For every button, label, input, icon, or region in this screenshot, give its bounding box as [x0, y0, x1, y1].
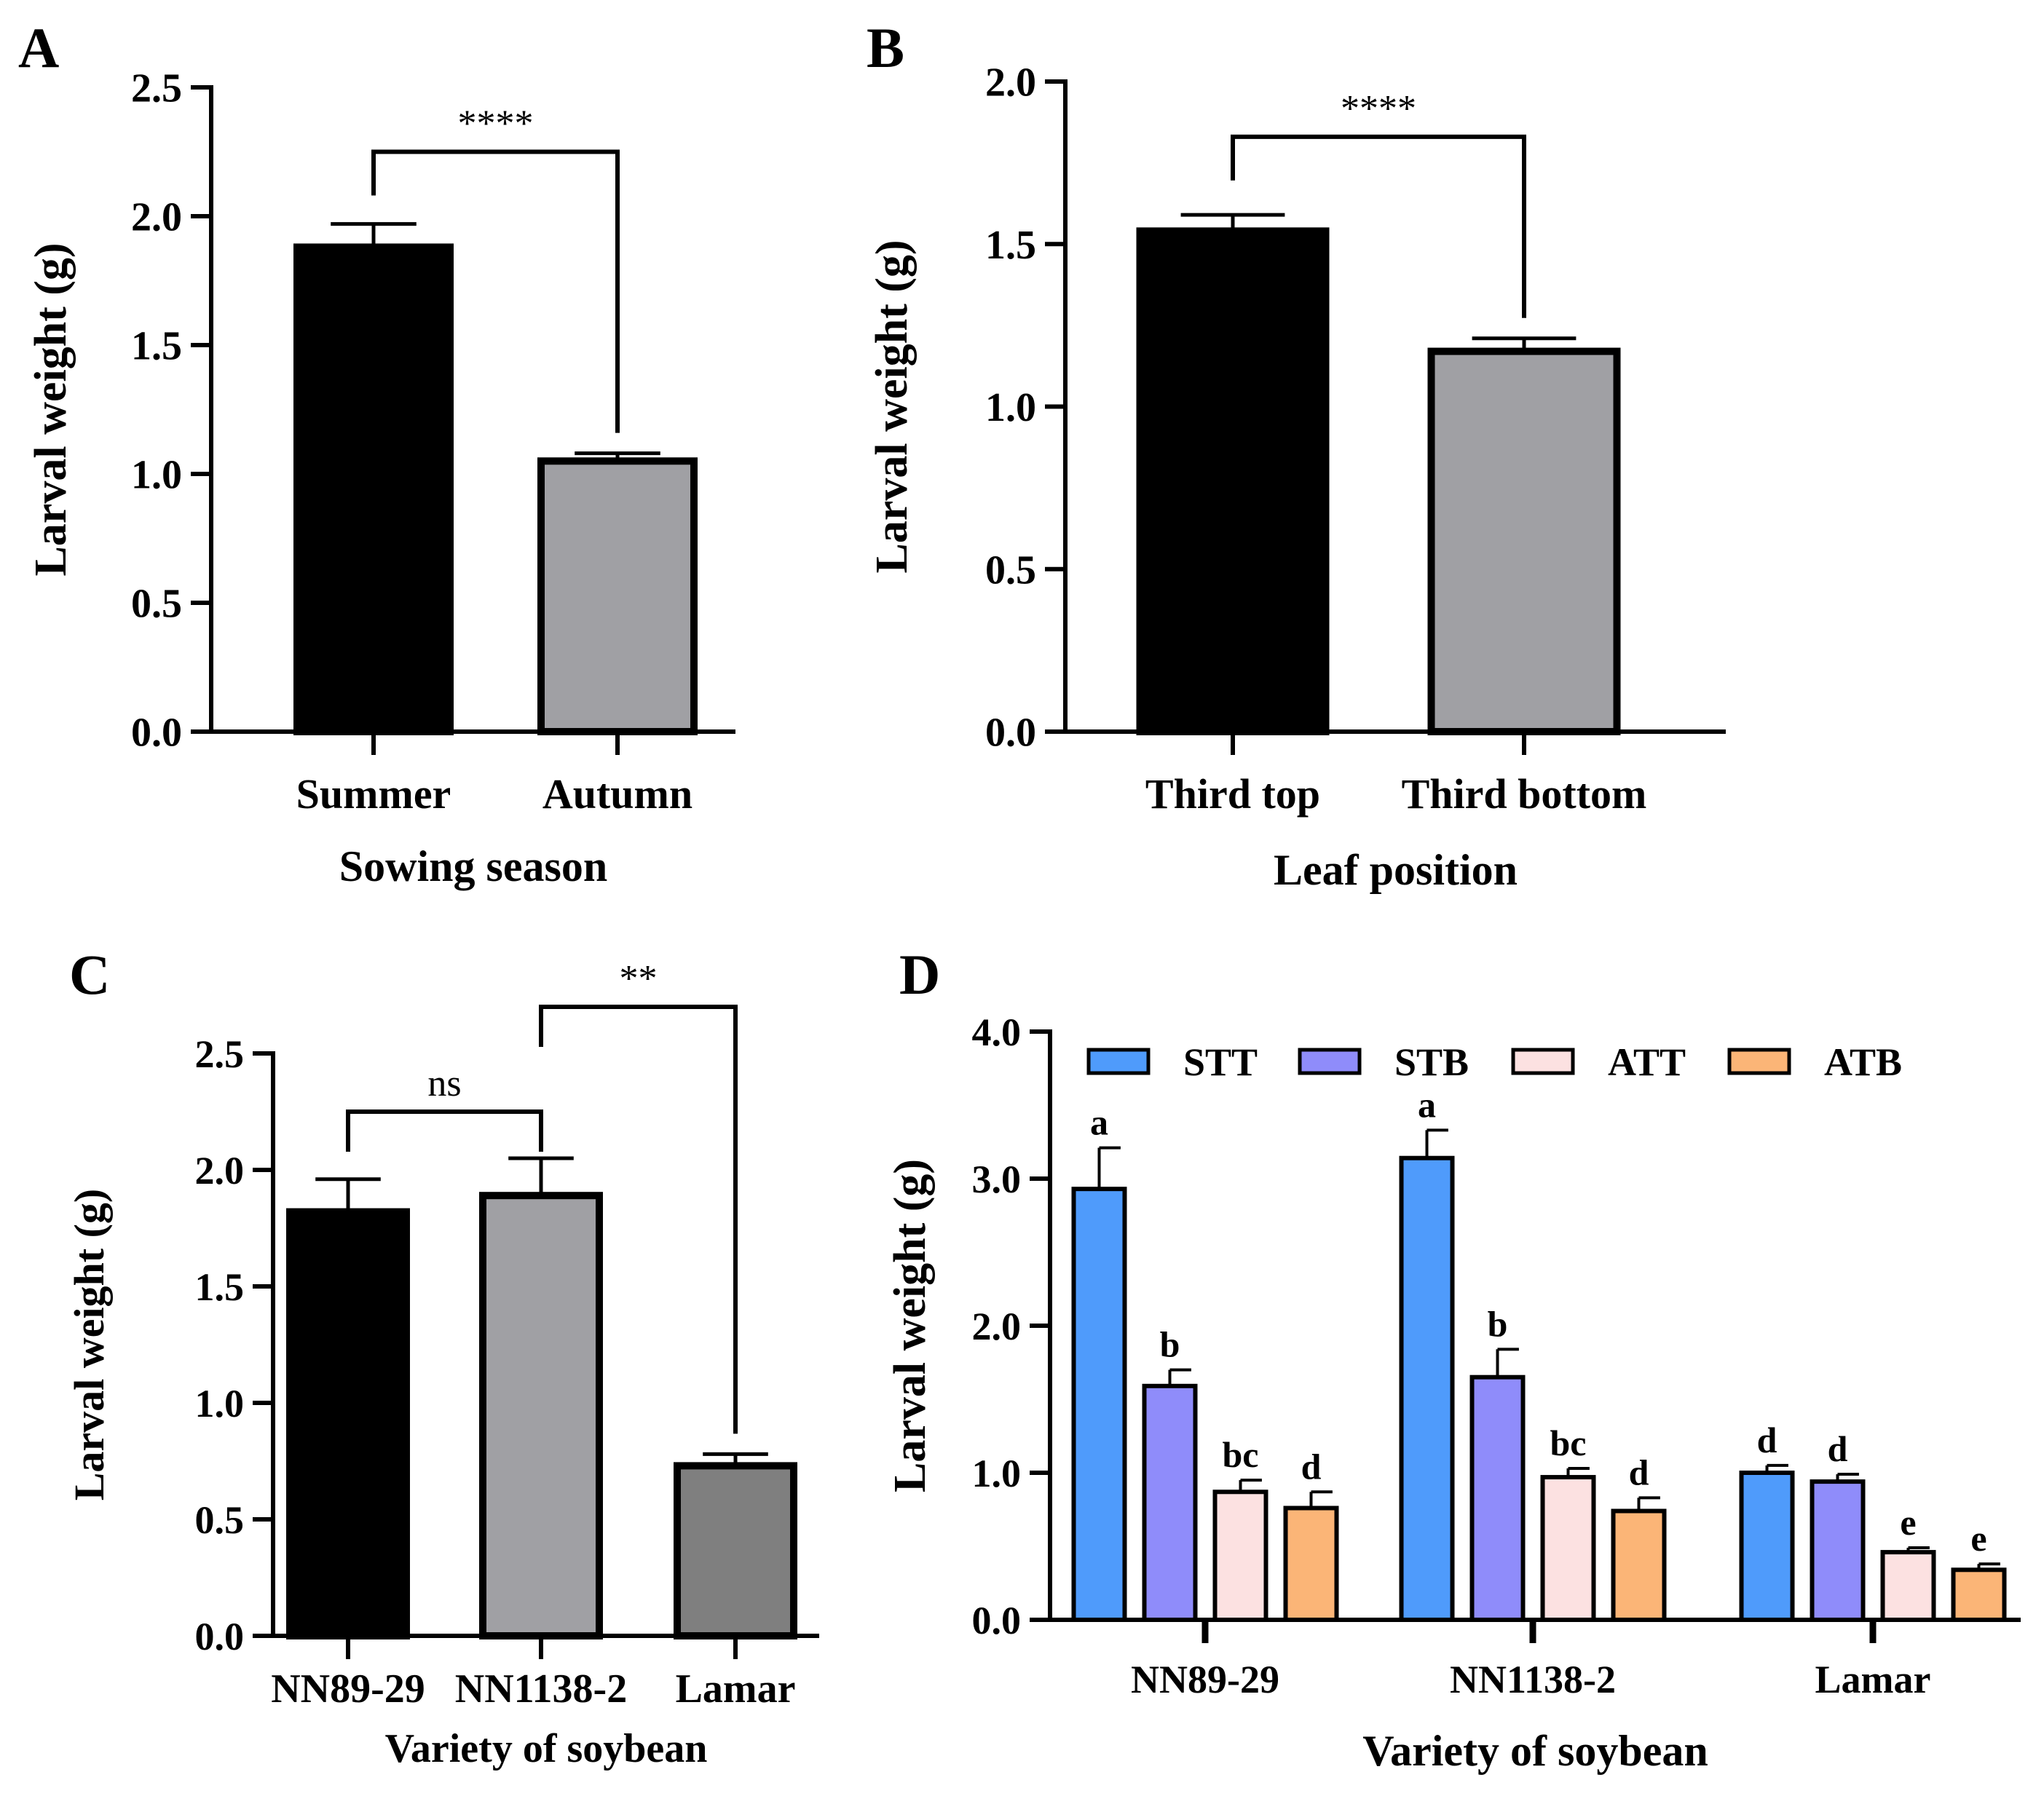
bar-C-NN89-29 — [286, 1208, 410, 1639]
bar-D-STB-NN1138-2 — [1469, 1374, 1526, 1622]
y-tick-label-D: 1.0 — [972, 1452, 1022, 1495]
panel-D: D 0.0 1.0 2.0 3.0 4.0 Larval weight (g) Variet… — [885, 943, 2021, 1775]
significance-letter-D: e — [1900, 1502, 1916, 1543]
x-tick-label-D: NN1138-2 — [1450, 1658, 1616, 1701]
significance-label-A: **** — [458, 103, 534, 145]
x-tick-label-B: Third top — [1145, 770, 1320, 818]
bar-A-Summer — [293, 243, 454, 736]
y-tick-label-A: 1.0 — [131, 453, 182, 498]
bar-B-Third top — [1136, 227, 1330, 735]
y-tick-label-C: 0.0 — [195, 1615, 245, 1658]
x-axis-title-C: Variety of soybean — [385, 1726, 708, 1771]
x-tick-label-A: Autumn — [542, 770, 692, 818]
legend-label-ATT: ATT — [1608, 1040, 1686, 1084]
legend-label-STB: STB — [1394, 1040, 1469, 1084]
panel-label-A: A — [18, 16, 59, 79]
y-tick-label-B: 1.5 — [985, 223, 1036, 268]
x-axis-title-B: Leaf position — [1274, 846, 1518, 894]
bar-D-ATT-Lamar — [1880, 1550, 1936, 1623]
y-tick-label-A: 2.0 — [131, 195, 182, 240]
x-tick-label-A: Summer — [296, 770, 451, 818]
y-axis-title-A: Larval weight (g) — [26, 242, 76, 576]
y-tick-label-A: 0.0 — [131, 711, 182, 756]
significance-letter-D: e — [1970, 1518, 1986, 1559]
y-tick-label-A: 2.5 — [131, 66, 182, 111]
bar-B-Third bottom — [1427, 347, 1621, 736]
significance-letter-D: b — [1488, 1303, 1508, 1344]
legend-swatch-ATT — [1511, 1048, 1575, 1075]
y-tick-label-C: 2.0 — [195, 1149, 245, 1192]
x-axis-title-D: Variety of soybean — [1362, 1727, 1708, 1775]
significance-letter-D: d — [1828, 1428, 1848, 1469]
bar-D-STB-Lamar — [1810, 1479, 1866, 1622]
significance-letter-D: b — [1160, 1324, 1180, 1365]
legend-swatch-STT — [1086, 1048, 1151, 1075]
bar-D-ATB-NN1138-2 — [1611, 1508, 1667, 1623]
significance-letter-D: d — [1757, 1420, 1777, 1460]
y-tick-label-A: 0.5 — [131, 582, 182, 627]
legend-label-STT: STT — [1183, 1040, 1258, 1084]
legend-swatch-STB — [1298, 1048, 1362, 1075]
y-tick-label-C: 0.5 — [195, 1498, 245, 1542]
y-axis-title-C: Larval weight (g) — [66, 1189, 113, 1501]
y-tick-label-C: 2.5 — [195, 1032, 245, 1076]
bar-D-ATT-NN89-29 — [1212, 1490, 1268, 1623]
bar-D-STT-NN89-29 — [1071, 1187, 1127, 1622]
legend-swatch-ATB — [1727, 1048, 1791, 1075]
y-tick-label-C: 1.5 — [195, 1265, 245, 1309]
significance-letter-D: a — [1090, 1102, 1108, 1143]
significance-label-C: ns — [427, 1063, 461, 1104]
bar-C-Lamar — [674, 1462, 797, 1640]
x-axis-title-A: Sowing season — [339, 842, 607, 890]
y-tick-label-A: 1.5 — [131, 324, 182, 369]
x-tick-label-C: Lamar — [676, 1666, 796, 1712]
y-tick-label-B: 2.0 — [985, 60, 1036, 106]
significance-letter-D: bc — [1223, 1434, 1259, 1475]
x-tick-label-B: Third bottom — [1402, 770, 1647, 818]
y-tick-label-D: 4.0 — [972, 1010, 1022, 1054]
significance-bracket-B — [1231, 134, 1526, 318]
y-tick-label-D: 2.0 — [972, 1305, 1022, 1348]
significance-bracket-C — [346, 1109, 543, 1152]
y-tick-label-D: 0.0 — [972, 1599, 1022, 1642]
x-tick-label-C: NN1138-2 — [455, 1666, 627, 1712]
bar-D-STB-NN89-29 — [1142, 1383, 1198, 1622]
y-tick-label-B: 1.0 — [985, 385, 1036, 430]
bar-C-NN1138-2 — [479, 1192, 603, 1639]
panel-C: C 0.0 0.5 1.0 1.5 2.0 2.5 Larval weight (g) Var… — [66, 943, 819, 1771]
panel-label-C: C — [69, 943, 110, 1006]
bar-D-ATB-NN89-29 — [1283, 1506, 1339, 1622]
y-axis-title-D: Larval weight (g) — [885, 1159, 935, 1492]
significance-letter-D: d — [1629, 1452, 1649, 1492]
bar-A-Autumn — [537, 457, 698, 735]
bar-D-ATT-NN1138-2 — [1540, 1475, 1596, 1623]
significance-bracket-C — [539, 1005, 738, 1434]
significance-letter-D: d — [1301, 1446, 1322, 1487]
panel-label-B: B — [867, 16, 904, 79]
y-axis-title-B: Larval weight (g) — [867, 240, 917, 573]
bar-D-ATB-Lamar — [1951, 1567, 2007, 1623]
legend-label-ATB: ATB — [1824, 1040, 1902, 1084]
y-tick-label-D: 3.0 — [972, 1158, 1022, 1201]
significance-letter-D: bc — [1550, 1423, 1587, 1463]
panel-A: A 0.0 0.5 1.0 1.5 2.0 2.5 Larval weight (g) Sow… — [18, 16, 735, 890]
x-tick-label-D: Lamar — [1815, 1658, 1931, 1701]
y-tick-label-C: 1.0 — [195, 1382, 245, 1425]
x-tick-label-D: NN89-29 — [1131, 1658, 1279, 1701]
significance-letter-D: a — [1418, 1084, 1436, 1125]
bar-D-STT-Lamar — [1739, 1471, 1795, 1622]
x-tick-label-C: NN89-29 — [271, 1666, 425, 1712]
significance-label-C: ** — [620, 958, 658, 1000]
panel-B: B 0.0 0.5 1.0 1.5 2.0 Larval weight (g) Leaf p… — [867, 16, 1726, 894]
y-tick-label-B: 0.0 — [985, 711, 1036, 756]
y-tick-label-B: 0.5 — [985, 547, 1036, 593]
significance-bracket-A — [371, 149, 620, 433]
significance-label-B: **** — [1341, 88, 1416, 130]
bar-D-STT-NN1138-2 — [1399, 1155, 1455, 1622]
panel-label-D: D — [899, 943, 940, 1006]
